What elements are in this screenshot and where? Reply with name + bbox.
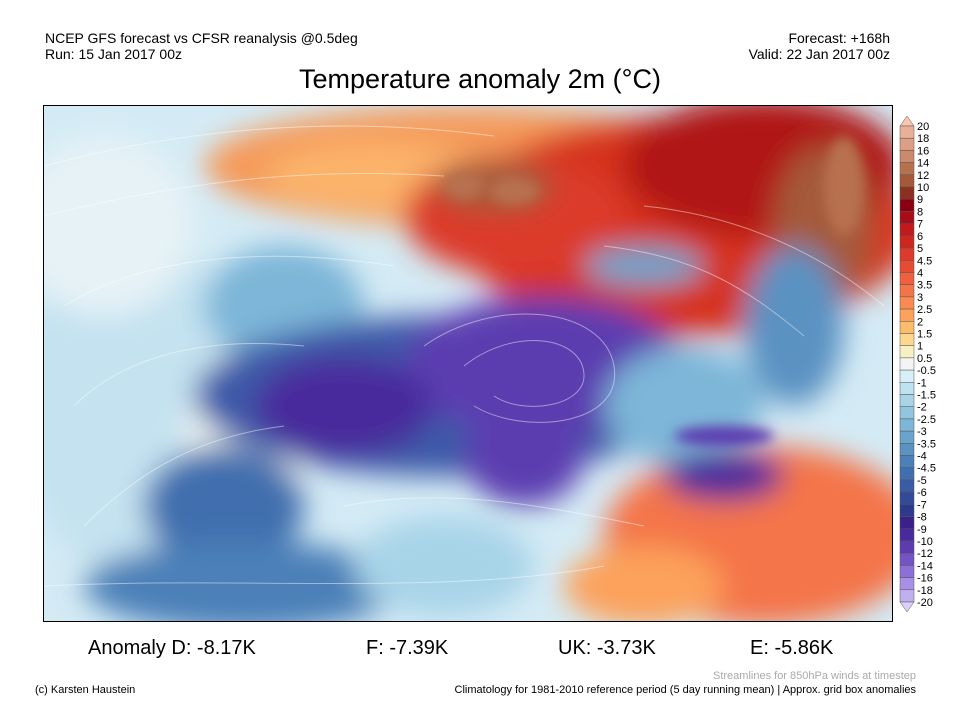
colorbar-tick-label: 8: [917, 206, 923, 218]
colorbar-bin: [899, 565, 915, 578]
colorbar-tick-label: -14: [917, 560, 933, 572]
colorbar-tick-label: -10: [917, 536, 933, 548]
colorbar-tick-label: 18: [917, 133, 929, 145]
anomaly-germany: Anomaly D: -8.17K: [88, 637, 256, 659]
colorbar-tick-label: -2: [917, 402, 927, 414]
colorbar-tick-label: -9: [917, 524, 927, 536]
colorbar-tick-label: 6: [917, 231, 923, 243]
colorbar-bin: [899, 491, 915, 505]
colorbar-bin: [899, 260, 915, 273]
colorbar-bin: [899, 186, 915, 200]
colorbar-bin: [899, 333, 915, 346]
colorbar-tick-label: -3: [917, 426, 927, 438]
colorbar-tick-label: 5: [917, 243, 923, 255]
colorbar-bin: [899, 115, 915, 127]
colorbar-tick-label: -8: [917, 512, 927, 524]
colorbar-bin: [899, 504, 915, 517]
colorbar-tick-label: 9: [917, 194, 923, 206]
colorbar-bin: [899, 406, 915, 420]
colorbar-tick-label: 2: [917, 316, 923, 328]
colorbar-tick-label: 1: [917, 341, 923, 353]
credit: (c) Karsten Haustein: [35, 684, 136, 696]
colorbar-bin: [899, 162, 915, 176]
colorbar-tick-label: -12: [917, 548, 933, 560]
forecast-hour: Forecast: +168h: [788, 30, 890, 46]
colorbar-tick-label: -7: [917, 499, 927, 511]
streamlines-note: Streamlines for 850hPa winds at timestep: [713, 670, 916, 682]
colorbar-tick-label: 2.5: [917, 304, 932, 316]
colorbar-bin: [899, 528, 915, 542]
colorbar-bin: [899, 382, 915, 395]
colorbar-bin: [899, 125, 915, 139]
colorbar-bin: [899, 516, 915, 530]
colorbar-bin: [899, 223, 915, 237]
colorbar-bin: [899, 235, 915, 249]
colorbar-tick-label: 12: [917, 170, 929, 182]
run-time: Run: 15 Jan 2017 00z: [45, 46, 182, 62]
colorbar-tick-label: 1.5: [917, 328, 932, 340]
colorbar-tick-label: 4.5: [917, 255, 932, 267]
colorbar-bin: [899, 174, 915, 188]
colorbar-bin: [899, 443, 915, 456]
colorbar-legend: 20 18 16 14 12 10 9 8 7 6 5 4.5 4 3.5 3 2.5 2 1.5 1 0.5 -0.5…: [898, 115, 960, 613]
colorbar-bin: [899, 211, 915, 224]
anomaly-uk: UK: -3.73K: [558, 637, 656, 659]
colorbar-tick-label: -18: [917, 585, 933, 597]
colorbar-tick-label: 3.5: [917, 280, 932, 292]
colorbar-tick-label: -1: [917, 377, 927, 389]
colorbar-bin: [899, 247, 915, 261]
colorbar-tick-label: -5: [917, 475, 927, 487]
colorbar-tick-label: 16: [917, 145, 929, 157]
colorbar-bin: [899, 137, 915, 151]
colorbar-tick-label: -1.5: [917, 390, 936, 402]
colorbar-tick-label: -0.5: [917, 365, 936, 377]
colorbar-bin: [899, 321, 915, 334]
colorbar-bin: [899, 430, 915, 444]
colorbar-tick-label: -4.5: [917, 463, 936, 475]
colorbar-tick-label: 10: [917, 182, 929, 194]
colorbar-bin: [899, 455, 915, 468]
colorbar-bin: [899, 357, 915, 371]
colorbar-bin: [899, 540, 915, 554]
streamlines: [44, 125, 885, 587]
colorbar-bin: [899, 272, 915, 285]
colorbar-tick-label: -20: [917, 597, 933, 609]
colorbar-tick-label: 7: [917, 219, 923, 231]
colorbar-bin: [899, 479, 915, 493]
colorbar-bin: [899, 589, 915, 603]
temperature-anomaly-map: [43, 105, 893, 622]
colorbar-bin: [899, 296, 915, 310]
colorbar-bin: [899, 369, 915, 383]
colorbar-bin: [899, 308, 915, 322]
colorbar-tick-label: -16: [917, 573, 933, 585]
colorbar-tick-label: -3.5: [917, 438, 936, 450]
anomaly-spain: E: -5.86K: [750, 637, 834, 659]
climatology-note: Climatology for 1981-2010 reference peri…: [454, 684, 916, 696]
colorbar-bin: [899, 601, 915, 613]
colorbar-tick-label: 4: [917, 267, 923, 279]
colorbar-tick-label: 0.5: [917, 353, 932, 365]
model-description: NCEP GFS forecast vs CFSR reanalysis @0.…: [45, 30, 358, 46]
colorbar-bin: [899, 345, 915, 359]
colorbar-bin: [899, 198, 915, 212]
colorbar-tick-label: -2.5: [917, 414, 936, 426]
valid-time: Valid: 22 Jan 2017 00z: [748, 46, 890, 62]
anomaly-france: F: -7.39K: [366, 637, 449, 659]
colorbar-tick-label: 14: [917, 158, 929, 170]
colorbar-bin: [899, 577, 915, 591]
colorbar-tick-label: -6: [917, 487, 927, 499]
colorbar-bin: [899, 284, 915, 298]
map-title: Temperature anomaly 2m (°C): [299, 64, 661, 94]
colorbar-bin: [899, 467, 915, 481]
colorbar-bin: [899, 394, 915, 407]
colorbar-bin: [899, 150, 915, 163]
colorbar-bin: [899, 418, 915, 432]
colorbar-tick-label: 3: [917, 292, 923, 304]
colorbar-bin: [899, 552, 915, 566]
colorbar-tick-label: -4: [917, 451, 927, 463]
colorbar-tick-label: 20: [917, 121, 929, 133]
